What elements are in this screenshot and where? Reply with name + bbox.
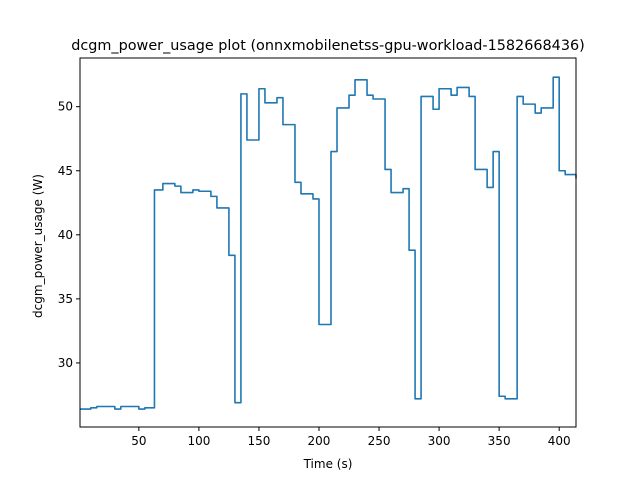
- x-axis-title: Time (s): [303, 457, 353, 471]
- x-tick-label-1: 100: [187, 434, 210, 448]
- plot-area: 50 100 150 200 250 300 350 400 30 35 40 45 50: [58, 57, 577, 448]
- chart-title: dcgm_power_usage plot (onnxmobilenetss-g…: [71, 38, 585, 54]
- y-tick-label-0: 30: [58, 356, 73, 370]
- x-tick-label-5: 300: [428, 434, 451, 448]
- x-tick-label-3: 200: [308, 434, 331, 448]
- x-tick-label-7: 400: [548, 434, 571, 448]
- y-tick-label-3: 45: [58, 164, 73, 178]
- y-axis-title: dcgm_power_usage (W): [31, 174, 45, 318]
- x-tick-label-0: 50: [131, 434, 146, 448]
- y-tick-label-4: 50: [58, 100, 73, 114]
- x-tick-label-6: 350: [488, 434, 511, 448]
- y-tick-label-1: 35: [58, 292, 73, 306]
- x-tick-label-4: 250: [368, 434, 391, 448]
- x-tick-label-2: 150: [247, 434, 270, 448]
- y-tick-label-2: 40: [58, 228, 73, 242]
- series-line-0: [80, 76, 577, 410]
- axes-frame: [79, 57, 577, 428]
